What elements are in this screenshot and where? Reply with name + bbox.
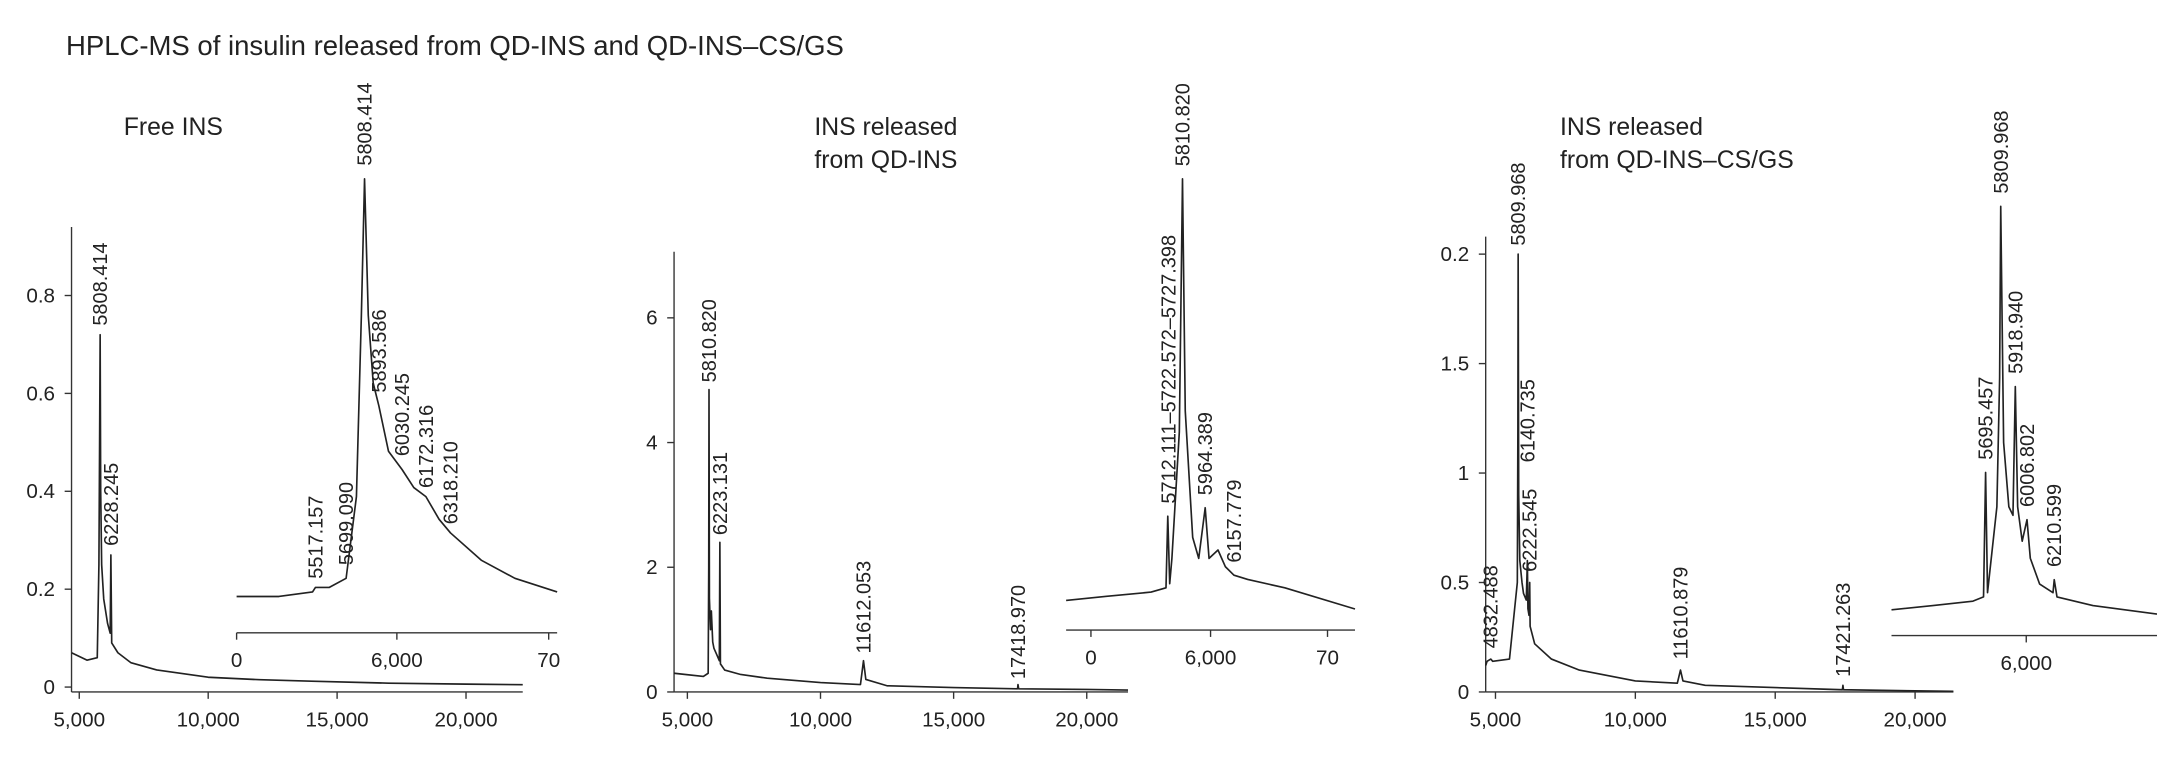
peak-label: 5809.968 — [1508, 162, 1530, 245]
y-tick-label: 0.8 — [26, 284, 55, 307]
x-tick-label: 20,000 — [434, 708, 497, 731]
peak-label: 5810.820 — [1172, 83, 1194, 166]
peak-label: 5893.586 — [369, 309, 391, 392]
spectrum-line — [71, 333, 523, 686]
x-tick-label: 15,000 — [1744, 708, 1807, 731]
inset-x-tick-label: 6,000 — [371, 649, 423, 672]
peak-label: 5810.820 — [699, 299, 721, 382]
y-tick-label: 1.5 — [1441, 352, 1470, 375]
x-tick-label: 10,000 — [789, 708, 852, 731]
peak-label: 6228.245 — [101, 463, 123, 546]
x-tick-label: 10,000 — [1604, 708, 1667, 731]
y-tick-label: 6 — [646, 307, 657, 330]
x-tick-label: 5,000 — [662, 708, 714, 731]
spectrum-line — [1484, 253, 1954, 693]
y-tick-label: 0.2 — [26, 578, 55, 601]
inset-x-tick-label: 70 — [1316, 646, 1339, 669]
peak-label: 17421.263 — [1833, 583, 1855, 677]
spectrum-line — [1066, 178, 1356, 610]
panel-title: INS released — [1560, 114, 1703, 141]
spectrum-line — [1891, 205, 2157, 615]
y-tick-label: 0 — [1458, 681, 1469, 704]
peak-label: 6157.779 — [1224, 480, 1246, 563]
figure-title: HPLC-MS of insulin released from QD-INS … — [66, 30, 844, 61]
panel-title: from QD-INS–CS/GS — [1560, 147, 1794, 174]
peak-label: 5695.457 — [1975, 377, 1997, 460]
panel-title: Free INS — [124, 114, 223, 141]
spectrum-line — [673, 388, 1129, 691]
peak-label: 5808.414 — [354, 82, 376, 165]
peak-label: 5517.157 — [305, 496, 327, 579]
peak-label: 6210.599 — [2044, 484, 2066, 567]
inset-x-tick-label: 0 — [1085, 646, 1096, 669]
y-tick-label: 0.2 — [1441, 243, 1470, 266]
panel-title: from QD-INS — [814, 147, 957, 174]
inset-x-tick-label: 6,000 — [2000, 652, 2052, 675]
panel-title: INS released — [814, 114, 957, 141]
peak-label: 6140.735 — [1517, 379, 1539, 462]
peak-label: 6222.545 — [1520, 489, 1542, 572]
peak-label: 6030.245 — [392, 373, 414, 456]
peak-label: 5808.414 — [90, 242, 112, 325]
x-tick-label: 15,000 — [922, 708, 985, 731]
x-tick-label: 20,000 — [1055, 708, 1118, 731]
peak-label: 6318.210 — [440, 441, 462, 524]
x-tick-label: 5,000 — [1470, 708, 1522, 731]
peak-label: 6223.131 — [710, 452, 732, 535]
y-tick-label: 0 — [646, 681, 657, 704]
peak-label: 5712.111–5722.572–5727.398 — [1159, 235, 1181, 504]
peak-label: 11612.053 — [853, 561, 875, 654]
y-tick-label: 0.6 — [26, 382, 55, 405]
y-tick-label: 4 — [646, 431, 657, 454]
peak-label: 4832.488 — [1481, 565, 1503, 648]
y-tick-label: 0.5 — [1441, 571, 1470, 594]
x-tick-label: 10,000 — [177, 708, 240, 731]
y-tick-label: 0 — [44, 676, 55, 699]
inset-x-tick-label: 6,000 — [1185, 646, 1237, 669]
x-tick-label: 20,000 — [1884, 708, 1947, 731]
peak-label: 6006.802 — [2017, 424, 2039, 507]
peak-label: 5964.389 — [1195, 412, 1217, 495]
y-tick-label: 2 — [646, 556, 657, 579]
x-tick-label: 15,000 — [306, 708, 369, 731]
peak-label: 17418.970 — [1008, 585, 1030, 679]
peak-label: 6172.316 — [416, 405, 438, 488]
inset-x-tick-label: 0 — [231, 649, 242, 672]
x-tick-label: 5,000 — [53, 708, 105, 731]
peak-label: 5699.090 — [336, 482, 358, 565]
spectrum-line — [236, 178, 558, 598]
y-tick-label: 1 — [1458, 462, 1469, 485]
y-tick-label: 0.4 — [26, 480, 55, 503]
inset-x-tick-label: 70 — [537, 649, 560, 672]
peak-label: 5918.940 — [2005, 291, 2027, 374]
peak-label: 11610.879 — [1670, 567, 1692, 660]
peak-label: 5809.968 — [1991, 110, 2013, 193]
